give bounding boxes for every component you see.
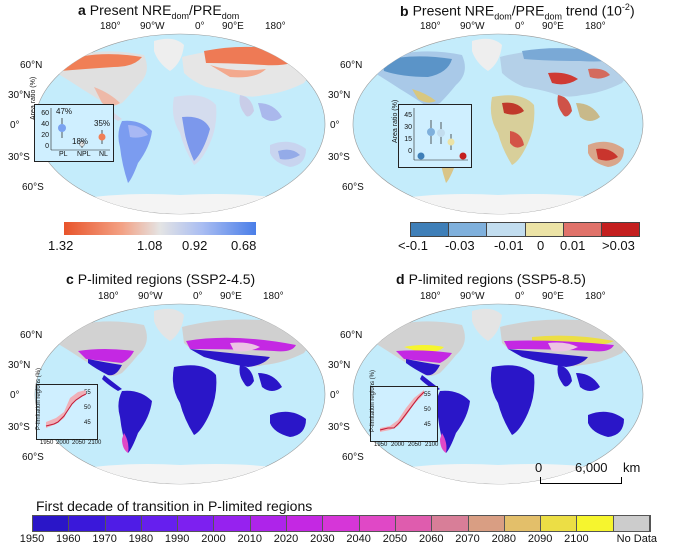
legend-label-13: 2080 [491, 533, 517, 545]
legend-swatch-0 [33, 516, 70, 531]
legend-swatch-7 [287, 516, 324, 531]
legend-label-1: 1960 [56, 533, 81, 545]
colorbar-b-label-3: 0 [537, 238, 545, 253]
legend-colorbar [32, 515, 651, 532]
colorbar-b-label-4: 0.01 [560, 238, 586, 253]
legend-label-0: 1950 [19, 533, 45, 545]
inset-c-plot [45, 390, 87, 428]
colorbar-b-bin-2 [487, 223, 526, 236]
colorbar-b-label-1: -0.03 [445, 238, 475, 253]
legend-label-7: 2020 [273, 533, 299, 545]
colorbar-b-bin-0 [411, 223, 450, 236]
legend-label-14: 2090 [527, 533, 553, 545]
legend-swatch-2 [105, 516, 142, 531]
inset-a-point-npl [79, 141, 85, 147]
colorbar-b-bin-3 [525, 223, 564, 236]
legend-label-2: 1970 [92, 533, 117, 545]
legend-swatch-15 [577, 516, 614, 531]
inset-d-line [379, 391, 425, 431]
colorbar-b-label-2: -0.01 [494, 238, 524, 253]
scale-bar-distance: 6,000 [575, 460, 608, 475]
inset-a-area-ratio [34, 104, 114, 162]
inset-b-area-ratio [398, 104, 472, 168]
inset-b-point-5 [459, 152, 467, 160]
inset-a-yticks: 60 40 20 0 [41, 110, 49, 150]
map-a [34, 33, 326, 215]
map-b [352, 33, 644, 215]
legend-label-3: 1980 [128, 533, 154, 545]
scale-bar-zero: 0 [535, 460, 543, 475]
legend-label-16: No Data [616, 533, 658, 545]
colorbar-a-label-2: 0.92 [182, 238, 208, 253]
colorbar-b-bin-4 [563, 223, 602, 236]
inset-a-ylabel: Area ratio (%) [30, 76, 37, 120]
inset-a-point-nl [98, 133, 106, 141]
scale-bar [540, 477, 622, 484]
legend-swatch-9 [359, 516, 396, 531]
legend-label-10: 2050 [382, 533, 408, 545]
legend-label-12: 2070 [455, 533, 480, 545]
inset-b-ylabel: Area ratio (%) [392, 99, 399, 143]
legend-swatch-3 [141, 516, 179, 531]
legend-swatch-11 [432, 516, 469, 531]
panel-d-title: d P-limited regions (SSP5-8.5) [396, 271, 586, 287]
inset-c-line [45, 393, 87, 427]
scale-bar-unit: km [623, 460, 641, 475]
legend-swatch-1 [69, 516, 106, 531]
colorbar-a-label-0: 1.32 [48, 238, 74, 253]
inset-b-plot [413, 108, 468, 161]
inset-b-point-4 [447, 138, 455, 146]
legend-label-8: 2030 [310, 533, 335, 545]
colorbar-a [64, 222, 256, 235]
colorbar-b-bin-5 [601, 223, 640, 236]
inset-c-yticks: 55 50 45 [84, 390, 91, 426]
map-c [34, 303, 326, 485]
inset-a-plot [50, 108, 110, 151]
legend-label-15: 2100 [564, 533, 589, 545]
legend-labels: 1950 1960 1970 1980 1990 2000 2010 2020 2030 2040… [0, 532, 685, 548]
legend-label-9: 2040 [346, 533, 371, 545]
colorbar-a-label-1: 1.08 [137, 238, 163, 253]
inset-a-value-npl: 18% [72, 137, 89, 146]
inset-d-plot [379, 390, 425, 432]
inset-a-point-pl [58, 124, 66, 132]
inset-d-yticks: 55 50 45 [424, 392, 431, 428]
inset-a-value-nl: 35% [94, 119, 111, 128]
colorbar-b-bin-1 [449, 223, 488, 236]
legend-swatch-4 [178, 516, 215, 531]
legend-swatch-16 [613, 516, 650, 531]
legend-label-11: 2060 [418, 533, 444, 545]
legend-swatch-14 [541, 516, 578, 531]
legend-swatch-8 [323, 516, 360, 531]
legend-label-6: 2010 [237, 533, 262, 545]
colorbar-a-label-3: 0.68 [231, 238, 257, 253]
inset-a-value-pl: 47% [56, 107, 73, 116]
legend-swatch-6 [250, 516, 288, 531]
panel-c-title: c P-limited regions (SSP2-4.5) [66, 271, 256, 287]
legend-title: First decade of transition in P-limited … [36, 498, 313, 514]
legend-swatch-12 [468, 516, 505, 531]
legend-swatch-5 [214, 516, 251, 531]
legend-swatch-10 [395, 516, 433, 531]
inset-b-point-3 [437, 129, 445, 137]
panel-a-title: a Present NREdom/PREdom [78, 2, 240, 21]
colorbar-b-label-0: <-0.1 [398, 238, 428, 253]
inset-b-yticks: 45 30 15 0 [404, 112, 412, 155]
colorbar-b-label-5: >0.03 [602, 238, 635, 253]
legend-swatch-13 [504, 516, 542, 531]
legend-label-4: 1990 [164, 533, 190, 545]
panel-b-title: b Present NREdom/PREdom trend (10-2) [400, 2, 635, 22]
colorbar-b [410, 222, 640, 237]
inset-b-point-1 [417, 152, 425, 160]
legend-label-5: 2000 [201, 533, 226, 545]
inset-b-point-2 [427, 128, 435, 136]
